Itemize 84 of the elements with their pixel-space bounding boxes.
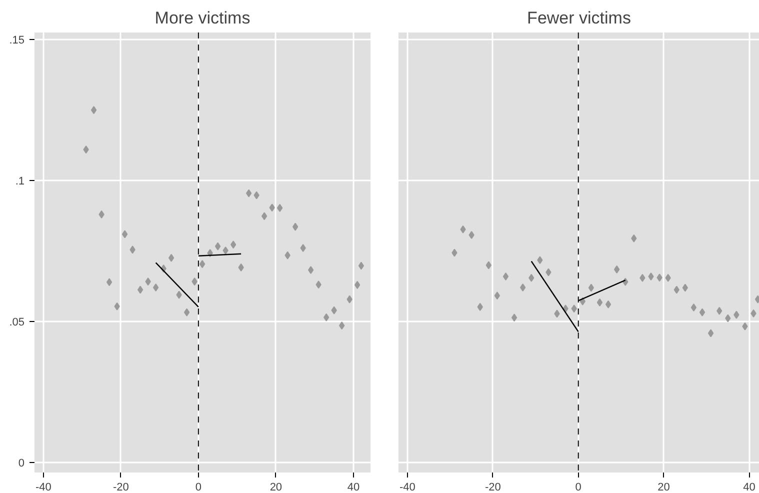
chart-title: More victims (154, 8, 250, 28)
point (468, 231, 474, 240)
x-tick-label: 40 (743, 482, 756, 493)
point (734, 310, 740, 319)
point (537, 256, 543, 264)
point (254, 191, 260, 200)
point (222, 246, 228, 255)
chart-title: Fewer victims (527, 8, 631, 28)
y-tick-label: .05 (9, 316, 25, 329)
point (674, 286, 680, 294)
x-tick-label: 0 (575, 482, 582, 493)
point (199, 260, 206, 268)
point (106, 278, 112, 286)
x-tick-label: -40 (35, 482, 52, 493)
y-tick-label: .1 (15, 176, 25, 188)
point (690, 304, 697, 312)
point (354, 280, 360, 289)
point (284, 251, 290, 260)
point (494, 292, 500, 300)
point (168, 254, 174, 262)
point (750, 309, 756, 318)
point (596, 298, 603, 306)
point (90, 106, 97, 114)
point (708, 329, 714, 338)
point (502, 272, 509, 280)
point (300, 244, 306, 252)
x-tick-label: 0 (195, 482, 202, 493)
point (145, 278, 151, 286)
point (631, 234, 637, 242)
point (358, 262, 364, 270)
point (477, 302, 483, 311)
point (292, 222, 298, 231)
point (520, 283, 526, 292)
point (316, 280, 322, 289)
point (331, 306, 337, 314)
point (238, 263, 244, 272)
point (114, 302, 120, 310)
point (546, 268, 552, 276)
point (648, 272, 654, 280)
point (486, 261, 492, 270)
x-tick-label: -20 (112, 482, 129, 493)
point (665, 274, 671, 282)
point (614, 265, 620, 274)
point (571, 304, 577, 313)
point (528, 274, 534, 282)
point (214, 242, 221, 250)
point (261, 212, 268, 220)
point (122, 230, 128, 238)
point (137, 286, 144, 294)
x-tick-label: -40 (400, 482, 416, 493)
point (130, 246, 136, 254)
point (460, 225, 466, 234)
point (308, 266, 314, 274)
x-tick-label: 20 (658, 482, 670, 493)
point (511, 314, 518, 322)
point (640, 274, 646, 282)
point (83, 146, 89, 154)
point (246, 189, 252, 198)
point (682, 284, 688, 292)
point (98, 210, 104, 218)
point (699, 308, 706, 316)
point (346, 295, 352, 304)
point (452, 248, 458, 257)
point (725, 314, 731, 322)
point (269, 204, 275, 212)
point (742, 322, 748, 330)
point (276, 204, 283, 212)
point (152, 283, 159, 292)
x-tick-label: -20 (484, 482, 501, 493)
point (554, 310, 560, 318)
x-tick-label: 20 (270, 482, 282, 493)
x-tick-label: 40 (347, 482, 360, 493)
point (716, 306, 722, 315)
point (605, 300, 612, 308)
point (588, 284, 594, 292)
point (323, 313, 330, 322)
y-tick-label: 0 (18, 458, 25, 470)
point (192, 278, 198, 286)
point (230, 240, 236, 249)
point (656, 274, 662, 282)
point (338, 322, 345, 330)
y-tick-label: .15 (9, 34, 25, 47)
point (184, 308, 190, 316)
point (176, 290, 182, 299)
